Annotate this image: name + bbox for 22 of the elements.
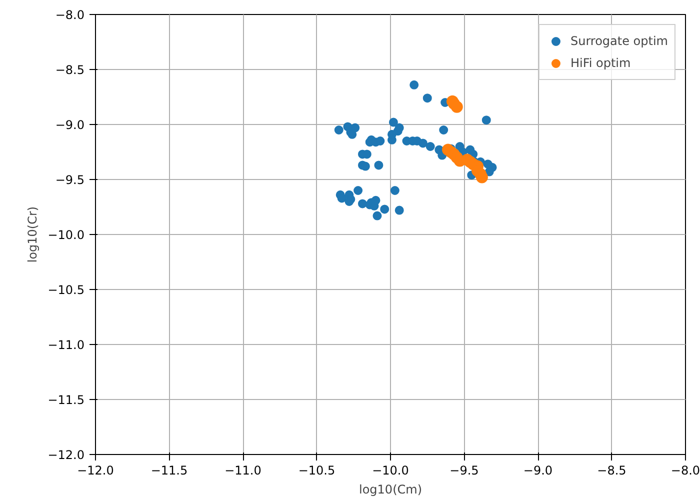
y-tick-label: −8.5 xyxy=(55,63,84,77)
y-tick-label: −11.0 xyxy=(48,338,85,352)
x-tick-label: −9.5 xyxy=(450,464,479,478)
x-tick-label: −8.5 xyxy=(597,464,626,478)
y-tick-label: −10.5 xyxy=(48,283,85,297)
x-tick-label: −9.0 xyxy=(523,464,553,478)
x-tick-label: −10.0 xyxy=(372,464,409,478)
y-tick-label: −9.0 xyxy=(55,118,84,132)
y-tick-label: −9.5 xyxy=(55,173,84,187)
x-tick-label: −12.0 xyxy=(77,464,114,478)
y-tick-label: −11.5 xyxy=(48,393,85,407)
x-tick-label: −8.0 xyxy=(670,464,700,478)
x-tick-label: −11.5 xyxy=(150,464,188,478)
y-tick-label: −12.0 xyxy=(48,448,85,462)
legend-label: Surrogate optim xyxy=(570,34,668,48)
y-axis-title: log10(Cr) xyxy=(26,206,40,263)
legend-label: HiFi optim xyxy=(570,56,631,70)
x-tick-label: −10.5 xyxy=(298,464,336,478)
y-tick-label: −8.0 xyxy=(55,8,84,22)
x-axis-title: log10(Cm) xyxy=(359,482,422,496)
y-tick-label: −10.0 xyxy=(48,228,85,242)
x-tick-label: −11.0 xyxy=(224,464,262,478)
